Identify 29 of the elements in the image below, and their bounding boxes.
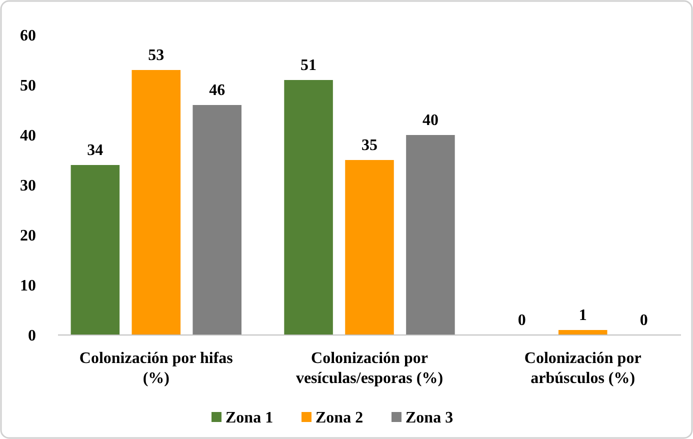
legend-label: Zona 1 bbox=[226, 410, 274, 427]
y-tick-label: 10 bbox=[20, 278, 36, 295]
y-tick-label: 20 bbox=[20, 228, 36, 245]
data-label: 0 bbox=[518, 312, 526, 329]
x-tick-label: Colonización por arbúsculos (%) bbox=[524, 350, 642, 387]
bar bbox=[558, 330, 608, 335]
data-label: 46 bbox=[209, 82, 226, 99]
bar bbox=[192, 105, 242, 335]
data-label: 53 bbox=[148, 47, 164, 64]
data-label: 1 bbox=[578, 307, 587, 324]
bar bbox=[284, 80, 333, 335]
bar bbox=[132, 70, 181, 335]
y-tick-label: 50 bbox=[20, 78, 36, 95]
x-tick-label: Colonización por hifas (%) bbox=[79, 350, 233, 387]
bar bbox=[406, 135, 455, 335]
data-label: 40 bbox=[422, 112, 438, 129]
data-label: 34 bbox=[87, 142, 104, 159]
legend-label: Zona 3 bbox=[406, 410, 454, 427]
legend-label: Zona 2 bbox=[316, 410, 364, 427]
data-label: 35 bbox=[362, 137, 378, 154]
y-tick-label: 0 bbox=[28, 328, 36, 345]
x-tick-label: Colonización por vesículas/esporas (%) bbox=[296, 350, 444, 387]
data-label: 0 bbox=[640, 312, 648, 329]
y-tick-label: 60 bbox=[20, 28, 36, 45]
y-tick-label: 40 bbox=[20, 128, 36, 145]
bar bbox=[345, 160, 394, 335]
y-tick-label: 30 bbox=[20, 178, 36, 195]
bar bbox=[70, 165, 120, 335]
data-label: 51 bbox=[300, 57, 317, 74]
